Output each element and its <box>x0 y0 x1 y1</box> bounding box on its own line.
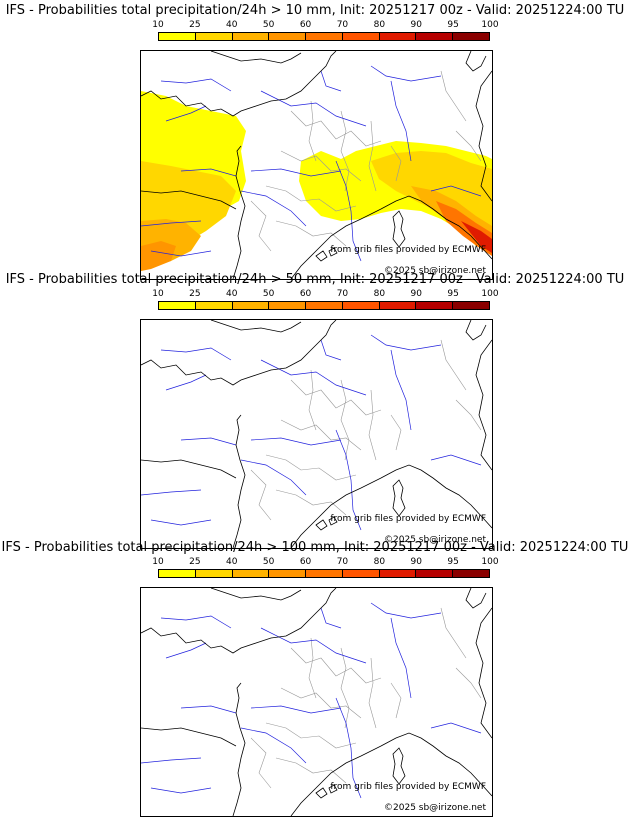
colorbar-segment <box>232 33 270 40</box>
colorbar-tick-label: 40 <box>226 20 238 30</box>
colorbar-tick-label: 50 <box>262 289 275 299</box>
rivers <box>141 334 482 531</box>
colorbar-tick-label: 95 <box>447 557 459 567</box>
colorbar-segment <box>453 33 490 40</box>
panel-title: IFS - Probabilities total precipitation/… <box>5 272 625 287</box>
colorbar-tick-label: 100 <box>481 20 499 30</box>
coastlines <box>141 320 492 548</box>
map-panel-2: IFS - Probabilities total precipitation/… <box>0 272 630 549</box>
colorbar-tick-label: 90 <box>410 289 422 299</box>
colorbar-segment <box>416 302 454 309</box>
data-source-credit: from grib files provided by ECMWF <box>330 782 486 792</box>
colorbar-segment <box>379 570 417 577</box>
map-svg <box>141 51 492 279</box>
colorbar-tick-label: 40 <box>226 557 238 567</box>
colorbar <box>158 569 490 578</box>
colorbar-tick-label: 25 <box>189 289 201 299</box>
map-area: from grib files provided by ECMWF ©2025 … <box>140 587 493 817</box>
colorbar-segment <box>195 302 233 309</box>
colorbar-tick-label: 10 <box>152 289 164 299</box>
map-panel-3: IFS - Probabilities total precipitation/… <box>0 540 630 817</box>
colorbar-tick-label: 10 <box>152 557 164 567</box>
admin-borders <box>250 339 482 521</box>
colorbar-segment <box>269 33 307 40</box>
colorbar-segment <box>306 302 343 309</box>
colorbar-tick-label: 10 <box>152 20 164 30</box>
colorbar-tick-label: 60 <box>299 289 312 299</box>
colorbar-tick-label: 60 <box>299 20 312 30</box>
data-source-credit: from grib files provided by ECMWF <box>330 245 486 255</box>
rivers <box>141 65 482 262</box>
colorbar <box>158 301 490 310</box>
colorbar-segment <box>342 33 380 40</box>
colorbar-segment <box>306 570 343 577</box>
colorbar <box>158 32 490 41</box>
colorbar-tick-label: 40 <box>226 289 238 299</box>
copyright-credit: ©2025 sb@irizone.net <box>384 266 486 276</box>
colorbar-segment <box>159 570 196 577</box>
colorbar-segment <box>159 302 196 309</box>
colorbar-tick-label: 70 <box>336 289 349 299</box>
probability-contour <box>461 221 492 253</box>
colorbar-tick-label: 80 <box>373 557 386 567</box>
colorbar-segment <box>342 570 380 577</box>
colorbar-segment <box>453 570 490 577</box>
colorbar-segment <box>159 33 196 40</box>
colorbar-tick-label: 50 <box>262 20 275 30</box>
copyright-credit: ©2025 sb@irizone.net <box>384 803 486 813</box>
map-area: from grib files provided by ECMWF ©2025 … <box>140 319 493 549</box>
map-area: from grib files provided by ECMWF ©2025 … <box>140 50 493 280</box>
coastlines <box>141 51 492 279</box>
map-svg <box>141 588 492 816</box>
map-panel-1: IFS - Probabilities total precipitation/… <box>0 3 630 280</box>
colorbar-segment <box>379 302 417 309</box>
colorbar-tick-labels: 10 25 40 50 60 70 80 90 95 100 <box>152 20 498 31</box>
probability-contour <box>141 241 176 271</box>
colorbar-segment <box>416 33 454 40</box>
colorbar-tick-label: 25 <box>189 20 201 30</box>
colorbar-tick-label: 80 <box>373 20 386 30</box>
colorbar-segment <box>306 33 343 40</box>
colorbar-tick-label: 90 <box>410 557 422 567</box>
colorbar-segment <box>379 33 417 40</box>
admin-borders <box>250 607 482 789</box>
panel-title: IFS - Probabilities total precipitation/… <box>1 540 629 555</box>
colorbar-segment <box>453 302 490 309</box>
colorbar-segment <box>232 302 270 309</box>
colorbar-tick-label: 95 <box>447 20 459 30</box>
colorbar-tick-label: 90 <box>410 20 422 30</box>
colorbar-tick-label: 50 <box>262 557 275 567</box>
data-source-credit: from grib files provided by ECMWF <box>330 514 486 524</box>
colorbar-tick-labels: 10 25 40 50 60 70 80 90 95 100 <box>152 557 498 568</box>
colorbar-tick-label: 60 <box>299 557 312 567</box>
colorbar-tick-label: 70 <box>336 20 349 30</box>
probability-field <box>141 91 492 271</box>
admin-borders <box>250 70 482 252</box>
colorbar-segment <box>342 302 380 309</box>
colorbar-segment <box>195 570 233 577</box>
colorbar-tick-label: 80 <box>373 289 386 299</box>
colorbar-tick-labels: 10 25 40 50 60 70 80 90 95 100 <box>152 289 498 300</box>
panel-title: IFS - Probabilities total precipitation/… <box>5 3 625 18</box>
colorbar-segment <box>269 570 307 577</box>
map-svg <box>141 320 492 548</box>
colorbar-segment <box>269 302 307 309</box>
colorbar-tick-label: 25 <box>189 557 201 567</box>
colorbar-tick-label: 95 <box>447 289 459 299</box>
copyright-credit: ©2025 sb@irizone.net <box>384 535 486 545</box>
colorbar-segment <box>232 570 270 577</box>
colorbar-tick-label: 100 <box>481 557 499 567</box>
colorbar-tick-label: 70 <box>336 557 349 567</box>
colorbar-segment <box>195 33 233 40</box>
coastlines <box>141 588 492 816</box>
colorbar-segment <box>416 570 454 577</box>
colorbar-tick-label: 100 <box>481 289 499 299</box>
rivers <box>141 602 482 799</box>
